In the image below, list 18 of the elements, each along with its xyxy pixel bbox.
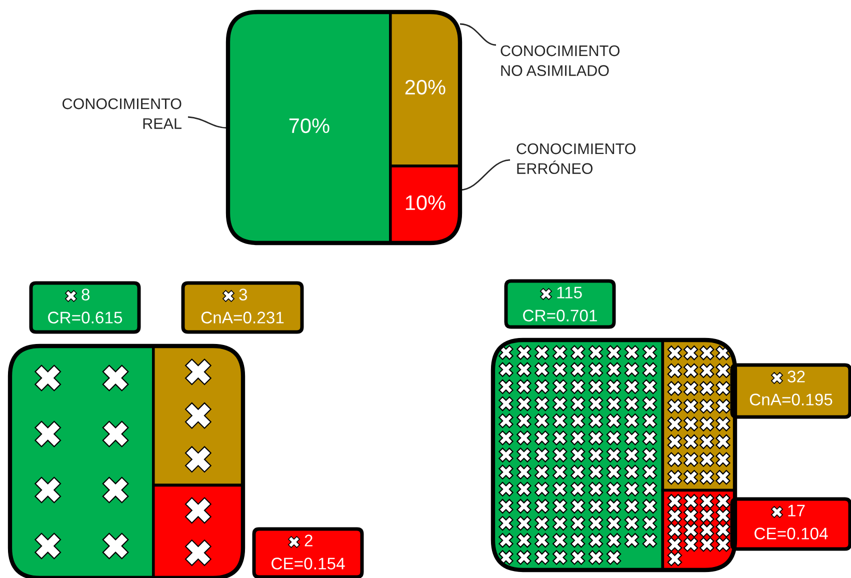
text: CnA=0.195 <box>750 394 832 406</box>
text: CE=0.154 <box>272 558 345 570</box>
data-label: 10% <box>406 195 446 210</box>
data-label: 115 <box>557 286 582 298</box>
data-label: 8 <box>82 288 90 300</box>
category-label: CONOCIMIENTO NO ASIMILADO <box>500 45 620 76</box>
text: CnA=0.231 <box>201 312 284 324</box>
data-label: 2 <box>304 534 312 546</box>
text: CR=0.701 <box>523 310 597 322</box>
text: CR=0.615 <box>48 312 122 324</box>
data-label: 32 <box>788 370 805 382</box>
data-label: 17 <box>788 504 805 516</box>
text: CE=0.104 <box>754 528 828 540</box>
data-label: 70% <box>289 118 330 134</box>
category-label: CONOCIMIENTO ERRÓNEO <box>516 143 636 174</box>
data-label: 3 <box>239 288 248 300</box>
data-label: 20% <box>405 80 446 95</box>
category-label: CONOCIMIENTO REAL <box>62 98 182 129</box>
